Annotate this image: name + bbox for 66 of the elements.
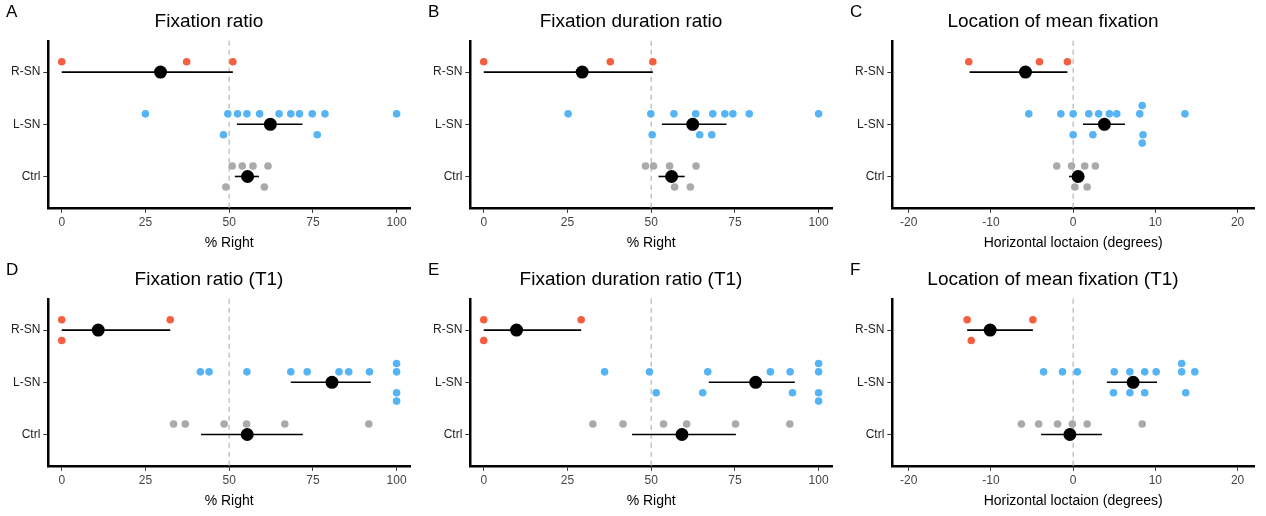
x-tick-label: 50 <box>222 215 237 230</box>
x-axis-title: Horizontal loctaion (degrees) <box>983 234 1163 251</box>
x-tick-label: -10 <box>982 215 1000 230</box>
text: A <box>6 2 18 22</box>
x-tick-label: 0 <box>58 473 66 488</box>
x-tick-label: 100 <box>808 215 829 230</box>
y-tick-label: Ctrl <box>21 168 41 183</box>
y-tick-label: R-SN <box>432 322 463 337</box>
x-tick-label: 10 <box>1148 473 1163 488</box>
y-tick-label: L-SN <box>434 374 463 389</box>
x-tick-label: 20 <box>1230 473 1245 488</box>
text: B <box>428 2 440 22</box>
x-tick-label: 10 <box>1148 215 1163 230</box>
y-tick-label: L-SN <box>856 374 885 389</box>
x-axis-title: % Right <box>626 492 676 509</box>
y-tick-label: R-SN <box>854 322 885 337</box>
y-tick-label: R-SN <box>10 322 41 337</box>
chart-title: Fixation ratio <box>154 9 264 31</box>
x-tick-label: 0 <box>1069 473 1077 488</box>
y-tick-label: Ctrl <box>865 426 885 441</box>
x-tick-label: 75 <box>728 215 742 230</box>
x-tick-label: 0 <box>1069 215 1077 230</box>
x-tick-label: 20 <box>1230 215 1245 230</box>
chart-title: Fixation duration ratio (T1) <box>519 267 743 289</box>
x-axis-title: Horizontal loctaion (degrees) <box>983 492 1163 509</box>
chart-title: Location of mean fixation <box>947 9 1159 31</box>
x-tick-label: 50 <box>644 473 659 488</box>
y-tick-label: L-SN <box>12 116 41 131</box>
text: C <box>850 2 863 22</box>
y-tick-label: R-SN <box>432 64 463 79</box>
x-tick-label: 100 <box>386 215 407 230</box>
x-tick-label: -10 <box>982 473 1000 488</box>
x-tick-label: 100 <box>386 473 407 488</box>
x-tick-label: 25 <box>560 473 575 488</box>
x-tick-label: 50 <box>222 473 237 488</box>
text: E <box>428 260 440 280</box>
x-tick-label: 25 <box>560 215 575 230</box>
y-tick-label: Ctrl <box>443 168 463 183</box>
x-tick-label: 75 <box>306 473 320 488</box>
text: F <box>850 260 861 280</box>
x-tick-label: -20 <box>900 473 918 488</box>
x-axis-title: % Right <box>626 234 676 251</box>
x-tick-label: -20 <box>900 215 918 230</box>
chart-title: Fixation duration ratio <box>539 9 723 31</box>
y-tick-label: Ctrl <box>865 168 885 183</box>
x-tick-label: 75 <box>728 473 742 488</box>
y-tick-label: L-SN <box>856 116 885 131</box>
x-tick-label: 75 <box>306 215 320 230</box>
y-tick-label: R-SN <box>854 64 885 79</box>
x-tick-label: 25 <box>138 215 153 230</box>
x-tick-label: 25 <box>138 473 153 488</box>
y-tick-label: R-SN <box>10 64 41 79</box>
text: D <box>6 260 19 280</box>
chart-title: Fixation ratio (T1) <box>134 267 284 289</box>
y-tick-label: L-SN <box>12 374 41 389</box>
x-tick-label: 100 <box>808 473 829 488</box>
x-tick-label: 0 <box>58 215 66 230</box>
chart-title: Location of mean fixation (T1) <box>927 267 1179 289</box>
x-tick-label: 0 <box>480 473 488 488</box>
x-tick-label: 0 <box>480 215 488 230</box>
y-tick-label: Ctrl <box>21 426 41 441</box>
y-tick-label: Ctrl <box>443 426 463 441</box>
y-tick-label: L-SN <box>434 116 463 131</box>
x-axis-title: % Right <box>204 234 254 251</box>
x-axis-title: % Right <box>204 492 254 509</box>
x-tick-label: 50 <box>644 215 659 230</box>
